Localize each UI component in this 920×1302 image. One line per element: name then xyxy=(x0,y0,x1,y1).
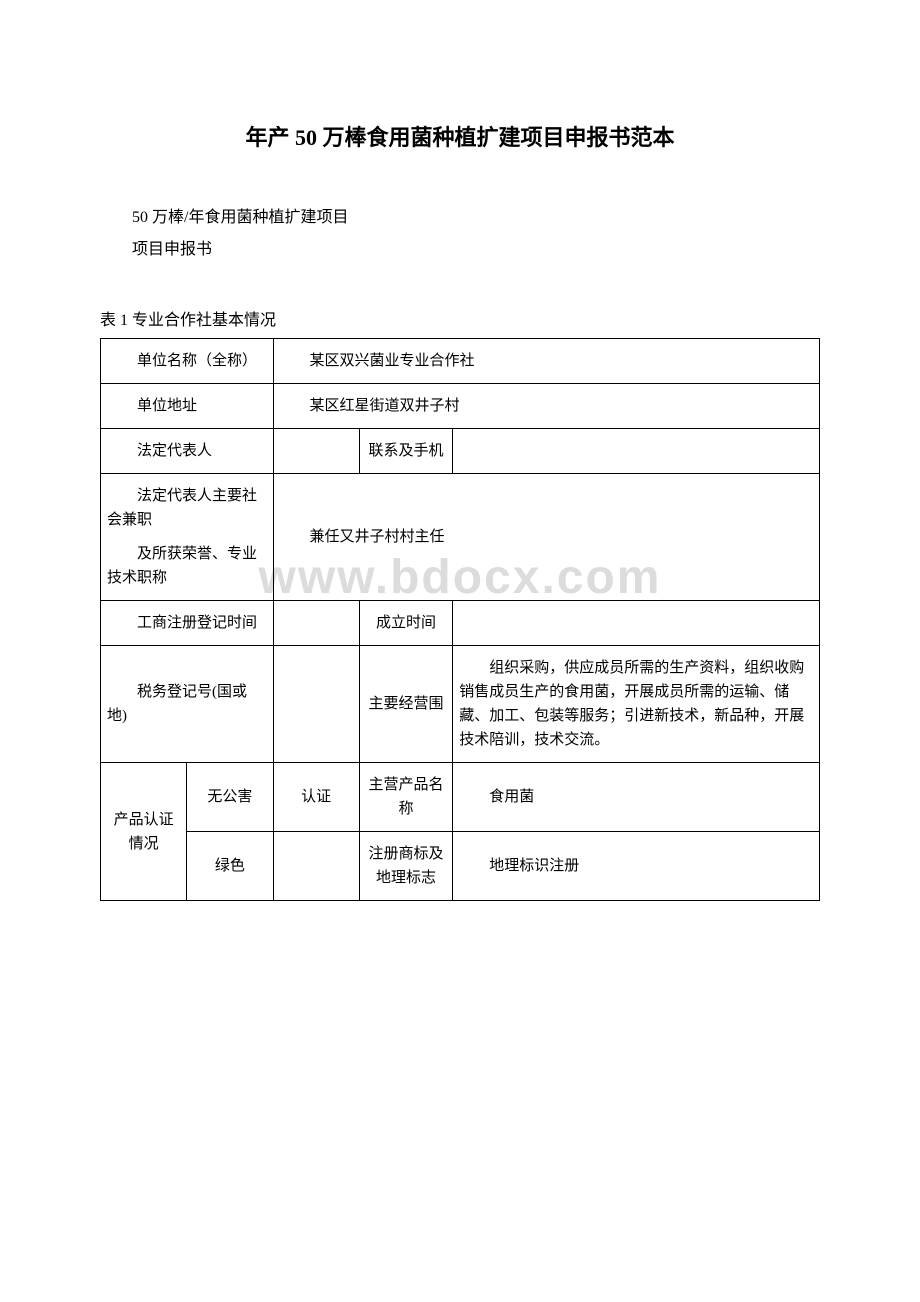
unit-name-label: 单位名称（全称） xyxy=(101,339,274,384)
table-row: 单位名称（全称） 某区双兴菌业专业合作社 xyxy=(101,339,820,384)
social-position-label: 法定代表人主要社会兼职 及所获荣誉、专业技术职称 xyxy=(101,474,274,601)
product-cert-label: 产品认证情况 xyxy=(101,763,187,901)
tax-reg-label: 税务登记号(国或地) xyxy=(101,646,274,763)
green-value xyxy=(273,832,359,901)
trademark-value: 地理标识注册 xyxy=(453,832,820,901)
green-label: 绿色 xyxy=(187,832,273,901)
document-content: 年产 50 万棒食用菌种植扩建项目申报书范本 50 万棒/年食用菌种植扩建项目 … xyxy=(100,120,820,901)
main-biz-label: 主要经营围 xyxy=(359,646,452,763)
table-row: 产品认证情况 无公害 认证 主营产品名称 食用菌 xyxy=(101,763,820,832)
est-time-label: 成立时间 xyxy=(359,601,452,646)
legal-rep-label: 法定代表人 xyxy=(101,429,274,474)
table-row: 法定代表人主要社会兼职 及所获荣誉、专业技术职称 兼任又井子村村主任 xyxy=(101,474,820,601)
table-row: 单位地址 某区红星街道双井子村 xyxy=(101,384,820,429)
table-row: 绿色 注册商标及地理标志 地理标识注册 xyxy=(101,832,820,901)
subtitle-line-1: 50 万棒/年食用菌种植扩建项目 xyxy=(100,202,820,234)
main-product-label: 主营产品名称 xyxy=(359,763,452,832)
social-position-value: 兼任又井子村村主任 xyxy=(273,474,819,601)
main-product-value: 食用菌 xyxy=(453,763,820,832)
trademark-label: 注册商标及地理标志 xyxy=(359,832,452,901)
subtitle-line-2: 项目申报书 xyxy=(100,234,820,266)
wugonghai-label: 无公害 xyxy=(187,763,273,832)
biz-reg-label: 工商注册登记时间 xyxy=(101,601,274,646)
document-title: 年产 50 万棒食用菌种植扩建项目申报书范本 xyxy=(100,120,820,152)
legal-rep-value xyxy=(273,429,359,474)
unit-name-value: 某区双兴菌业专业合作社 xyxy=(273,339,819,384)
contact-value xyxy=(453,429,820,474)
table-row: 税务登记号(国或地) 主要经营围 组织采购，供应成员所需的生产资料，组织收购销售… xyxy=(101,646,820,763)
social-position-label-2: 及所获荣誉、专业技术职称 xyxy=(107,542,267,590)
main-biz-value: 组织采购，供应成员所需的生产资料，组织收购销售成员生产的食用菌，开展成员所需的运… xyxy=(453,646,820,763)
social-position-label-1: 法定代表人主要社会兼职 xyxy=(107,484,267,532)
tax-reg-value xyxy=(273,646,359,763)
est-time-value xyxy=(453,601,820,646)
biz-reg-value xyxy=(273,601,359,646)
table-caption: 表 1 专业合作社基本情况 xyxy=(100,306,820,330)
table-row: 工商注册登记时间 成立时间 xyxy=(101,601,820,646)
unit-address-label: 单位地址 xyxy=(101,384,274,429)
cooperative-info-table: 单位名称（全称） 某区双兴菌业专业合作社 单位地址 某区红星街道双井子村 法定代… xyxy=(100,338,820,901)
unit-address-value: 某区红星街道双井子村 xyxy=(273,384,819,429)
table-row: 法定代表人 联系及手机 xyxy=(101,429,820,474)
renzheng-label: 认证 xyxy=(273,763,359,832)
contact-label: 联系及手机 xyxy=(359,429,452,474)
